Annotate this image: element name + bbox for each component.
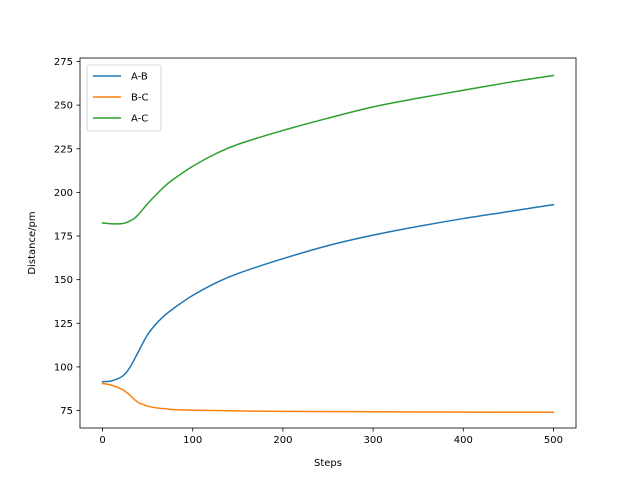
y-axis: 75 100 125 150 175 200 225 250 275 — [54, 57, 80, 417]
y-tick-label: 250 — [54, 101, 73, 112]
y-tick-label: 275 — [54, 57, 73, 68]
y-tick-label: 100 — [54, 362, 73, 373]
x-axis-label: Steps — [314, 458, 342, 469]
legend: A-B B-C A-C — [86, 64, 162, 132]
x-tick-label: 200 — [273, 435, 292, 446]
y-tick-label: 175 — [54, 232, 73, 243]
y-tick-label: 225 — [54, 144, 73, 155]
legend-label-a-c: A-C — [131, 114, 148, 125]
series-line-a-b — [101, 203, 555, 383]
legend-label-b-c: B-C — [131, 93, 148, 104]
x-tick-label: 500 — [544, 435, 563, 446]
y-tick-label: 75 — [60, 406, 73, 417]
series-line-b-c — [101, 382, 555, 414]
y-tick-label: 200 — [54, 188, 73, 199]
plot-frame — [79, 57, 577, 429]
y-axis-label: Distance/pm — [27, 211, 38, 274]
x-axis: 0 100 200 300 400 500 — [99, 428, 563, 446]
x-tick-label: 0 — [99, 435, 105, 446]
legend-box — [86, 64, 162, 132]
x-tick-label: 400 — [454, 435, 473, 446]
y-tick-label: 150 — [54, 275, 73, 286]
series-layer — [101, 74, 555, 414]
legend-label-a-b: A-B — [131, 72, 148, 83]
y-tick-label: 125 — [54, 319, 73, 330]
x-tick-label: 100 — [183, 435, 202, 446]
x-tick-label: 300 — [364, 435, 383, 446]
series-line-a-c — [101, 74, 555, 225]
